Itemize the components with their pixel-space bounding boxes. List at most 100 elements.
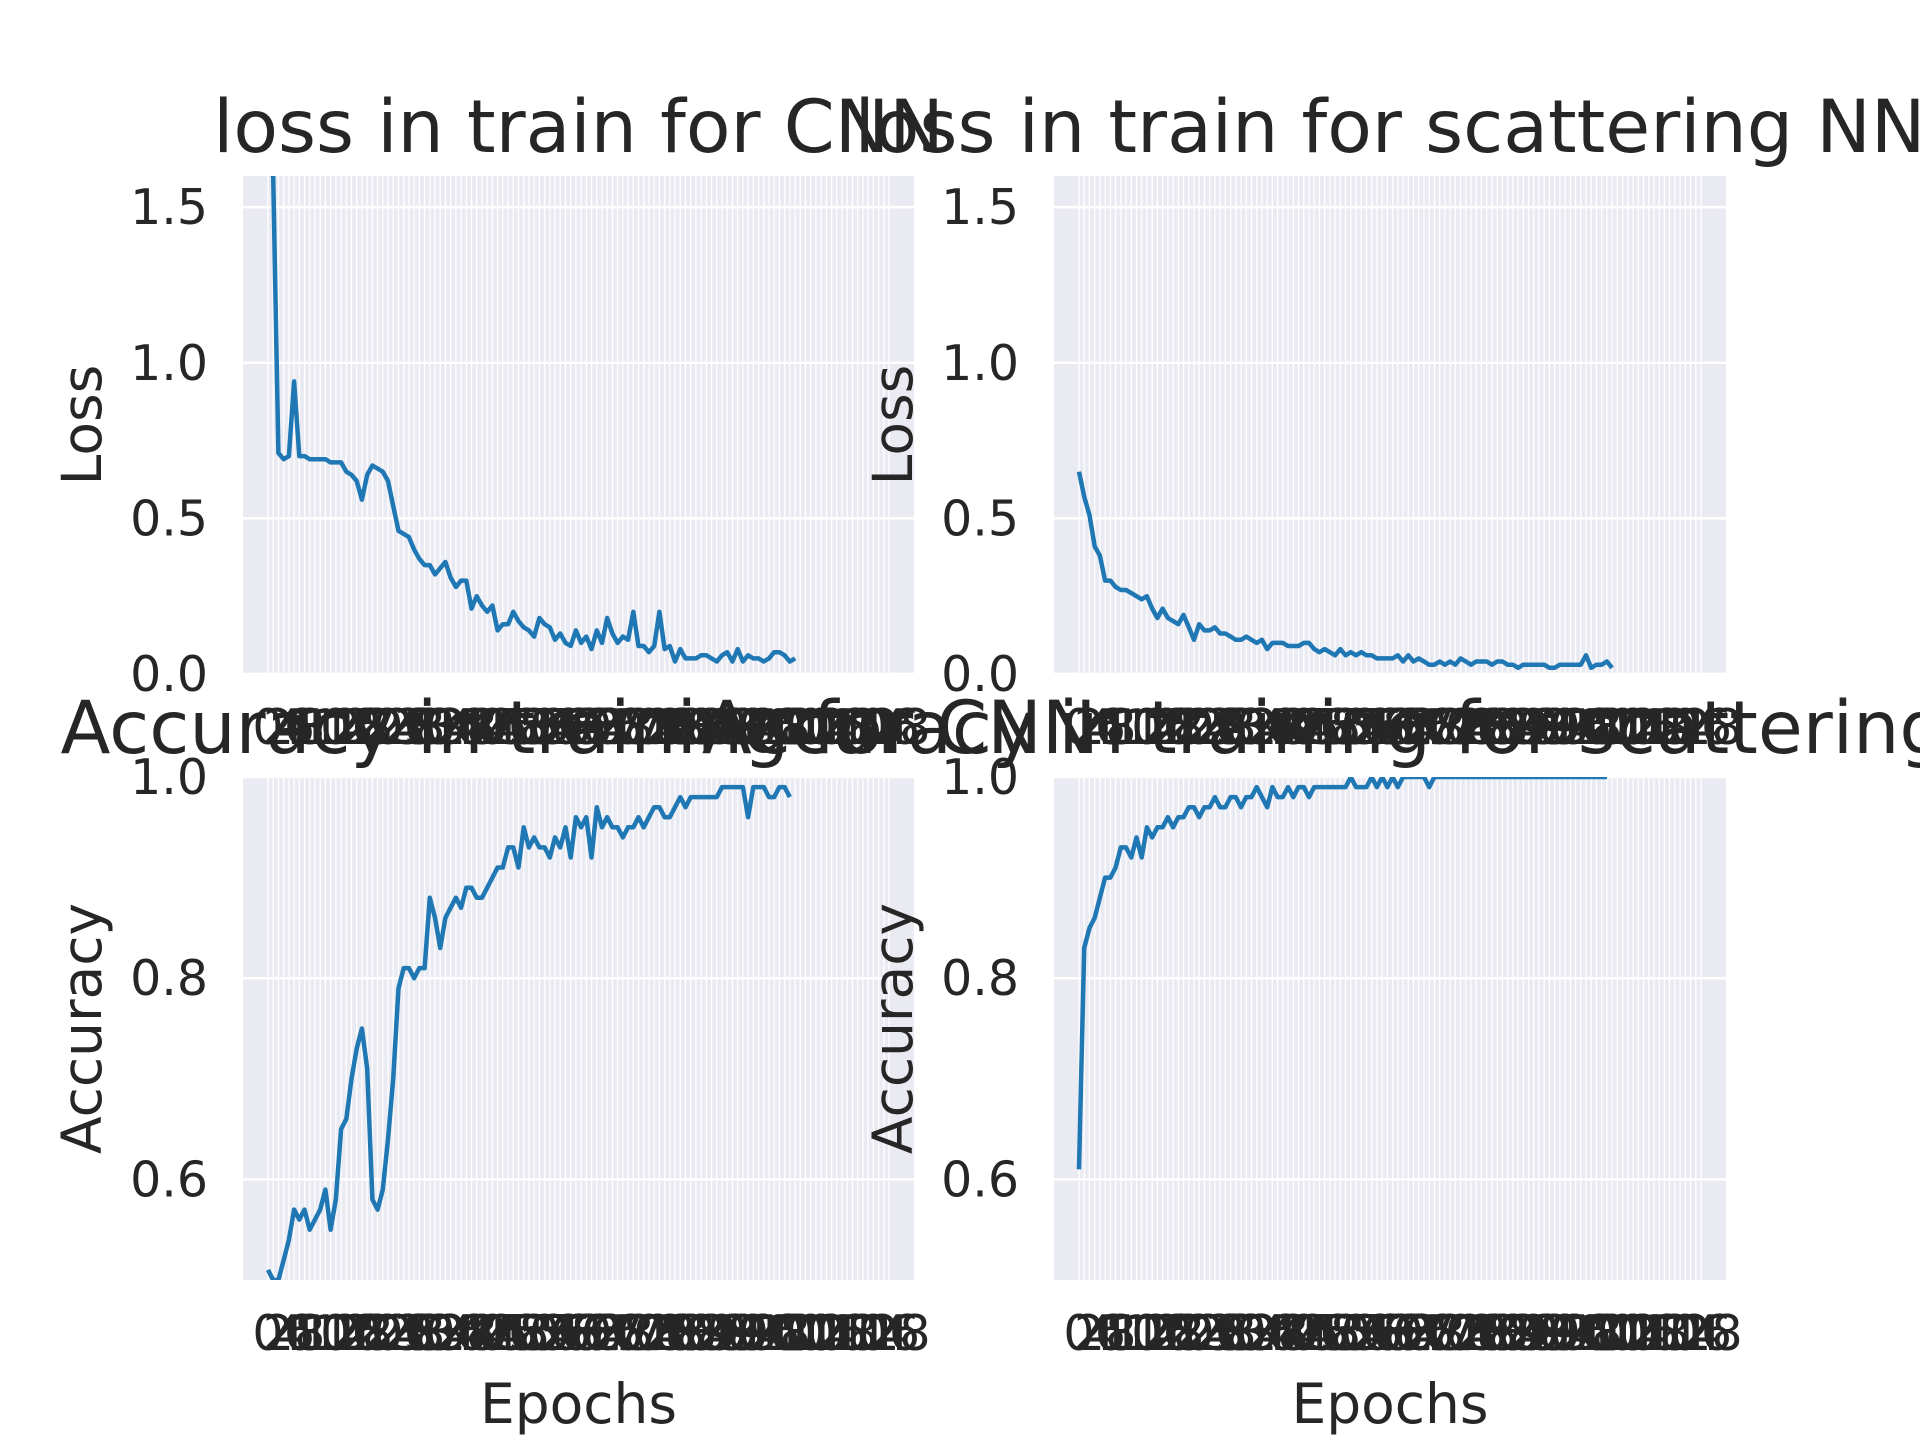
chart-title: loss in train for CNN	[213, 85, 944, 170]
x-tick-label: 118	[837, 1305, 931, 1362]
x-tick-label: 10	[1100, 1305, 1162, 1362]
x-tick-label: 64	[571, 1305, 633, 1362]
x-tick-label: 50	[1309, 1305, 1371, 1362]
x-tick-label: 70	[602, 699, 664, 756]
x-tick-label: 22	[352, 1305, 414, 1362]
chart-title: loss in train for scattering NN	[854, 85, 1920, 170]
chart-title: Accuracy in training for scattering NN	[702, 686, 1920, 771]
x-tick-label: 48	[1299, 1305, 1361, 1362]
x-tick-label: 68	[592, 1305, 654, 1362]
x-tick-label: 118	[1649, 1305, 1743, 1362]
x-tick-label: 2	[263, 1305, 294, 1362]
x-tick-label: 18	[331, 699, 393, 756]
x-tick-label: 96	[738, 699, 800, 756]
x-tick-label: 0	[252, 699, 283, 756]
chart-panel-1: 0.00.51.01.50246810121416182022242628303…	[50, 85, 944, 756]
x-tick-label: 110	[1607, 699, 1701, 756]
x-tick-label: 56	[529, 1305, 591, 1362]
x-tick-label: 82	[665, 699, 727, 756]
x-tick-label: 56	[529, 699, 591, 756]
x-tick-label: 28	[1194, 699, 1256, 756]
x-tick-label: 6	[1095, 699, 1126, 756]
x-tick-label: 104	[764, 1305, 858, 1362]
x-tick-label: 62	[1372, 1305, 1434, 1362]
x-tick-label: 106	[1586, 1305, 1680, 1362]
x-tick-label: 114	[1628, 1305, 1722, 1362]
x-tick-label: 114	[816, 699, 910, 756]
x-tick-label: 2	[1074, 1305, 1105, 1362]
x-tick-label: 98	[748, 699, 810, 756]
x-tick-label: 68	[592, 699, 654, 756]
x-tick-label: 40	[1257, 699, 1319, 756]
y-tick-label: 1.0	[130, 749, 208, 806]
x-tick-label: 34	[414, 699, 476, 756]
x-tick-label: 20	[341, 1305, 403, 1362]
y-tick-label: 1.5	[130, 179, 208, 236]
x-tick-label: 108	[785, 699, 879, 756]
x-tick-label: 60	[550, 1305, 612, 1362]
x-tick-label: 30	[1205, 1305, 1267, 1362]
x-tick-label: 20	[1152, 1305, 1214, 1362]
x-tick-label: 24	[1173, 699, 1235, 756]
x-tick-label: 84	[675, 1305, 737, 1362]
x-tick-label: 34	[414, 1305, 476, 1362]
series-line	[270, 176, 797, 664]
plot-area	[243, 777, 914, 1280]
x-tick-label: 50	[498, 699, 560, 756]
x-tick-label: 82	[1476, 1305, 1538, 1362]
x-tick-label: 58	[539, 1305, 601, 1362]
x-tick-label: 48	[1299, 699, 1361, 756]
x-tick-label: 106	[1586, 699, 1680, 756]
x-tick-label: 74	[1435, 1305, 1497, 1362]
x-tick-label: 60	[1361, 1305, 1423, 1362]
plot-area	[243, 176, 914, 674]
x-tick-label: 64	[571, 699, 633, 756]
x-tick-label: 48	[487, 699, 549, 756]
x-tick-label: 52	[508, 699, 570, 756]
x-tick-label: 90	[1518, 1305, 1580, 1362]
x-tick-label: 64	[1382, 1305, 1444, 1362]
x-tick-label: 82	[665, 1305, 727, 1362]
x-tick-label: 112	[1618, 1305, 1712, 1362]
x-axis-label: Epochs	[1291, 1372, 1488, 1436]
x-tick-label: 66	[1393, 699, 1455, 756]
x-tick-label: 22	[352, 699, 414, 756]
x-tick-label: 72	[613, 1305, 675, 1362]
x-tick-label: 112	[806, 699, 900, 756]
x-tick-label: 74	[1435, 699, 1497, 756]
x-tick-label: 58	[1351, 1305, 1413, 1362]
x-tick-label: 68	[1403, 1305, 1465, 1362]
x-tick-label: 86	[1497, 699, 1559, 756]
x-tick-label: 52	[1320, 699, 1382, 756]
plot-area	[1054, 777, 1726, 1280]
y-tick-label: 0.8	[941, 950, 1019, 1007]
x-tick-label: 14	[1121, 699, 1183, 756]
x-tick-label: 12	[1111, 699, 1173, 756]
x-tick-label: 26	[1184, 1305, 1246, 1362]
x-tick-label: 26	[1184, 699, 1246, 756]
x-tick-label: 84	[1487, 699, 1549, 756]
x-tick-label: 118	[1649, 699, 1743, 756]
x-tick-label: 4	[273, 699, 304, 756]
x-tick-label: 114	[816, 1305, 910, 1362]
x-tick-label: 54	[519, 699, 581, 756]
x-tick-label: 100	[1555, 699, 1649, 756]
x-tick-label: 56	[1341, 1305, 1403, 1362]
x-tick-label: 106	[774, 699, 868, 756]
x-tick-label: 62	[560, 699, 622, 756]
x-tick-label: 16	[1131, 699, 1193, 756]
x-tick-label: 66	[581, 699, 643, 756]
x-tick-label: 16	[320, 1305, 382, 1362]
x-tick-label: 34	[1226, 1305, 1288, 1362]
x-tick-label: 94	[1539, 699, 1601, 756]
x-tick-label: 80	[654, 1305, 716, 1362]
plot-area	[1054, 176, 1726, 674]
x-tick-label: 92	[1529, 1305, 1591, 1362]
x-tick-label: 42	[456, 699, 518, 756]
x-tick-label: 16	[1131, 1305, 1193, 1362]
x-tick-label: 50	[498, 1305, 560, 1362]
x-tick-label: 90	[1518, 699, 1580, 756]
x-tick-label: 58	[1351, 699, 1413, 756]
x-tick-labels: 0246810121416182022242628303234363840424…	[252, 1305, 930, 1362]
x-tick-label: 94	[727, 699, 789, 756]
